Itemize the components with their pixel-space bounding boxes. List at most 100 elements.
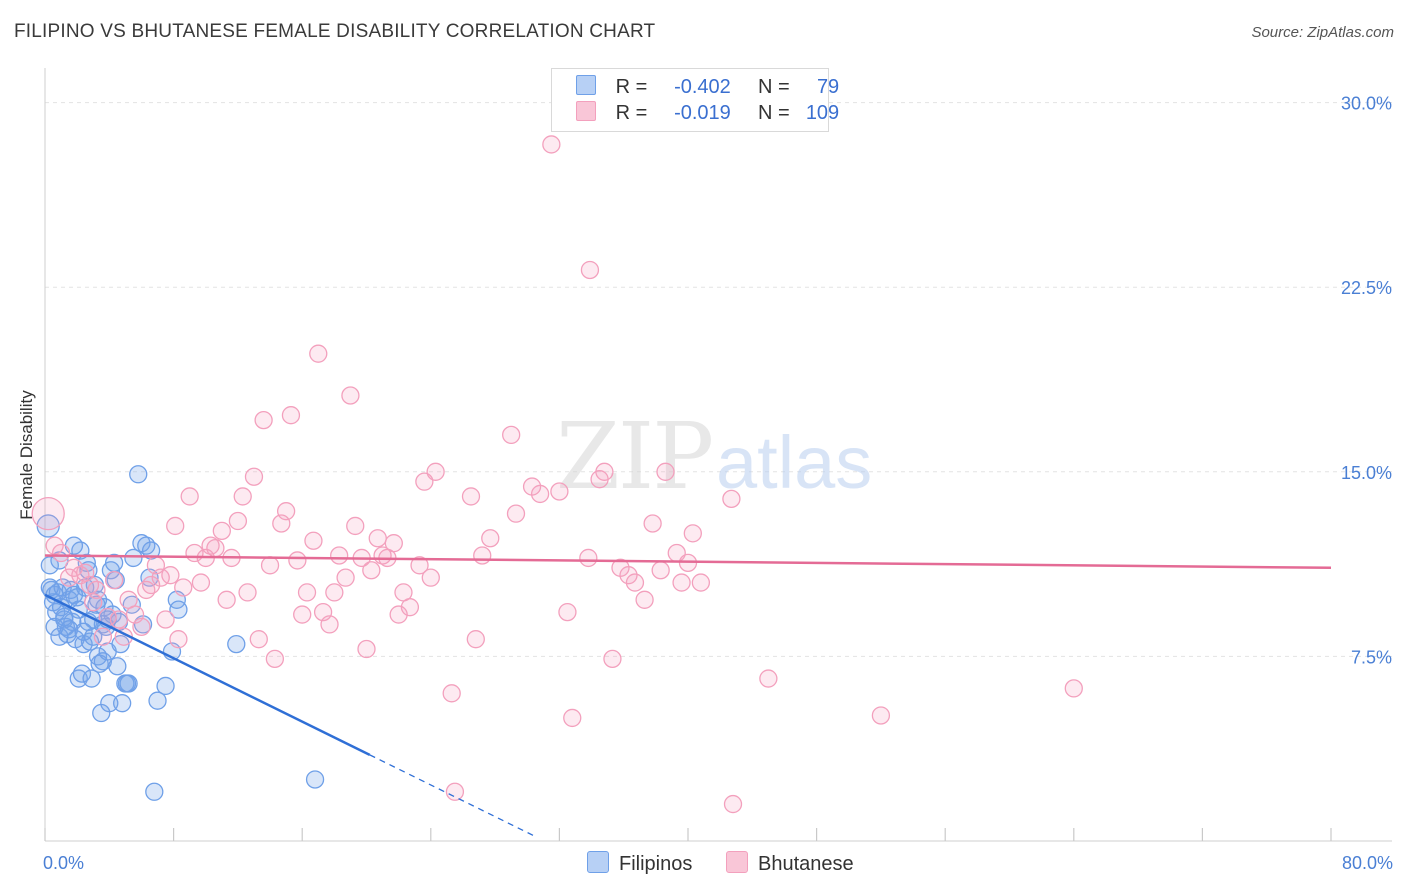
bhutanese-point	[580, 260, 600, 280]
filipino-point	[82, 669, 101, 688]
filipinos-r-value: -0.402	[674, 76, 731, 98]
bhutanese-point	[723, 794, 743, 814]
filipino-point	[69, 669, 88, 688]
bhutanese-point	[722, 489, 741, 509]
watermark-atlas: atlas	[716, 421, 872, 504]
bhutanese-point	[156, 610, 175, 629]
filipino-point	[100, 694, 119, 713]
bhutanese-point	[297, 583, 317, 602]
source-label: Source: ZipAtlas.com	[1251, 24, 1394, 41]
bhutanese-point	[426, 462, 445, 481]
bhutanese-point	[174, 578, 193, 597]
filipino-point	[45, 617, 64, 637]
y-tick-label: 22.5%	[1341, 278, 1392, 298]
y-tick-label: 30.0%	[1341, 94, 1392, 114]
bhutanese-point	[595, 462, 614, 481]
r-label: R =	[615, 102, 648, 124]
filipino-point	[122, 595, 141, 614]
legend-row-bhutanese: R = -0.019 N = 109	[576, 101, 839, 127]
filipinos-n-value: 79	[816, 76, 840, 98]
bhutanese-point	[759, 669, 778, 688]
bhutanese-point	[603, 649, 622, 669]
filipino-point	[227, 634, 246, 654]
bhutanese-point	[346, 516, 365, 536]
filipino-point	[108, 657, 127, 676]
bhutanese-point	[445, 782, 465, 801]
bhutanese-point	[51, 543, 71, 563]
bhutanese-point	[104, 570, 124, 590]
filipino-point	[132, 534, 151, 553]
x-tick-label-min: 0.0%	[43, 853, 84, 873]
filipino-point	[113, 694, 132, 713]
filipino-point	[84, 627, 103, 646]
filipinos-legend-label: Filipinos	[619, 853, 693, 875]
x-tick-label-max: 80.0%	[1342, 853, 1393, 873]
bottom-legend-bhutanese: Bhutanese	[726, 851, 854, 876]
bhutanese-legend-swatch	[726, 851, 748, 873]
bhutanese-point	[320, 615, 339, 634]
bhutanese-point	[265, 649, 285, 669]
bhutanese-point	[400, 598, 420, 617]
bhutanese-point	[45, 536, 64, 555]
bhutanese-swatch	[576, 101, 596, 121]
bhutanese-point	[64, 558, 84, 577]
bhutanese-point	[635, 590, 654, 609]
legend-row-filipinos: R = -0.402 N = 79	[576, 75, 839, 101]
filipino-point	[59, 620, 79, 639]
bhutanese-point	[502, 425, 521, 445]
bhutanese-point	[625, 573, 645, 592]
bhutanese-point	[238, 583, 257, 602]
bhutanese-point	[530, 484, 550, 504]
bhutanese-point	[550, 482, 569, 501]
bhutanese-point	[304, 531, 323, 550]
bhutanese-point	[1064, 679, 1083, 698]
watermark-zip: ZIP	[556, 403, 712, 510]
bhutanese-point	[466, 630, 485, 649]
filipino-point	[129, 465, 148, 484]
y-tick-label: 15.0%	[1341, 463, 1392, 483]
bhutanese-point	[109, 610, 129, 629]
r-label: R =	[615, 76, 648, 98]
filipino-point	[40, 578, 59, 597]
bhutanese-point	[461, 487, 481, 506]
tick-labels: 7.5% 15.0% 22.5% 30.0% 0.0% 80.0%	[43, 94, 1393, 873]
bhutanese-point	[166, 516, 185, 536]
gridlines	[45, 102, 1392, 657]
bhutanese-point	[244, 467, 264, 486]
bhutanese-point	[71, 566, 90, 585]
filipino-point	[72, 664, 92, 683]
bhutanese-point	[651, 561, 670, 580]
bhutanese-point	[336, 568, 355, 587]
bhutanese-point	[357, 639, 376, 659]
bhutanese-point	[506, 504, 526, 523]
n-label: N =	[757, 76, 790, 98]
bhutanese-point	[212, 521, 231, 541]
bhutanese-point	[206, 538, 225, 558]
filipino-point	[124, 548, 143, 568]
bhutanese-r-value: -0.019	[674, 102, 731, 124]
filipino-point	[40, 556, 59, 575]
bhutanese-point	[656, 462, 675, 481]
bhutanese-point	[542, 135, 561, 154]
bhutanese-point	[191, 573, 211, 592]
filipino-point	[74, 622, 93, 641]
filipino-point	[305, 770, 325, 789]
bhutanese-trend-line	[44, 554, 1332, 570]
filipino-point	[156, 676, 175, 696]
bhutanese-legend-label: Bhutanese	[758, 853, 854, 875]
bhutanese-point	[309, 344, 328, 363]
bottom-legend-filipinos: Filipinos	[587, 851, 692, 876]
filipino-point	[145, 782, 164, 801]
bhutanese-point	[254, 410, 273, 430]
y-tick-label: 7.5%	[1351, 647, 1392, 667]
bhutanese-point	[141, 575, 161, 595]
bhutanese-point	[293, 605, 312, 624]
bhutanese-point	[228, 511, 248, 531]
filipino-point	[148, 691, 167, 710]
filipinos-legend-swatch	[587, 851, 609, 873]
bhutanese-point	[691, 573, 711, 592]
bhutanese-point	[558, 602, 577, 622]
bhutanese-point	[260, 556, 280, 575]
bhutanese-point	[683, 524, 702, 543]
